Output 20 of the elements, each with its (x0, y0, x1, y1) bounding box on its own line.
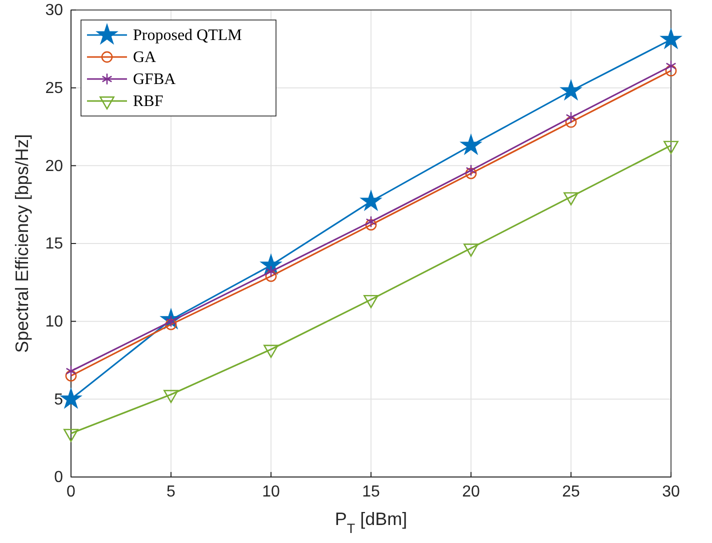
x-tick-label: 10 (262, 483, 280, 500)
y-tick-label: 0 (54, 469, 64, 486)
x-tick-label: 15 (362, 483, 380, 500)
legend-label: Proposed QTLM (133, 27, 242, 44)
legend-label: GFBA (133, 71, 176, 88)
legend-label: GA (133, 49, 157, 66)
x-axis-title: P$_{T}$ [dBm] (334, 509, 408, 536)
y-tick-label: 5 (54, 391, 64, 408)
y-tick-label: 20 (45, 158, 64, 175)
y-axis-title: Spectral Efficiency [bps/Hz] (12, 134, 32, 353)
y-tick-label: 30 (45, 2, 64, 20)
y-tick-label: 10 (45, 313, 64, 330)
x-tick-label: 20 (462, 483, 480, 500)
legend-label: RBF (133, 93, 164, 110)
y-tick-label: 25 (45, 80, 64, 97)
x-tick-label: 30 (662, 483, 680, 500)
x-tick-label: 0 (66, 483, 76, 500)
x-tick-label: 25 (562, 483, 580, 500)
y-tick-label: 15 (45, 236, 64, 253)
x-tick-label: 5 (166, 483, 176, 500)
